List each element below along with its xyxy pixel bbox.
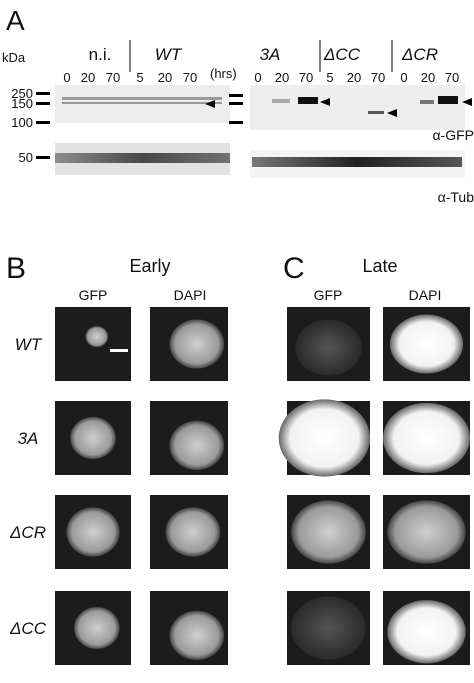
group-label: n.i.: [89, 45, 112, 64]
group-label: WT: [155, 45, 183, 64]
separators: [129, 40, 393, 72]
group-label: ΔCR: [401, 45, 438, 64]
lane-label: 20: [158, 70, 172, 85]
nucleus: [70, 416, 116, 460]
lane-label: 5: [326, 70, 333, 85]
panel-label: A: [6, 5, 25, 36]
panel-label: B: [6, 252, 26, 285]
lane-label: 0: [63, 70, 70, 85]
lane-label: 70: [299, 70, 313, 85]
nucleus: [291, 596, 366, 660]
nucleus: [387, 600, 466, 664]
lane-label: 20: [275, 70, 289, 85]
nucleus: [85, 326, 109, 348]
marker-label: 50: [19, 150, 33, 165]
group-label: ΔCC: [323, 45, 361, 64]
blot-gfp-right: [250, 85, 465, 130]
panel-title: Late: [362, 256, 397, 276]
nucleus: [169, 319, 225, 369]
antibody: α-Tub: [438, 189, 474, 205]
lane-label: 20: [81, 70, 95, 85]
nucleus: [278, 399, 370, 477]
row-label: ΔCC: [9, 619, 47, 638]
scale-bar: [110, 349, 128, 352]
marker-label: 150: [11, 96, 33, 111]
column-label: DAPI: [409, 287, 442, 303]
lane-label: 5: [136, 70, 143, 85]
antibody: α-GFP: [432, 127, 474, 143]
column-label: GFP: [314, 287, 343, 303]
row-label: WT: [15, 335, 43, 354]
nucleus: [165, 507, 221, 557]
lane-label: 0: [400, 70, 407, 85]
marker-label: 250: [11, 86, 33, 101]
lane-label: 70: [445, 70, 459, 85]
marker-label: 100: [11, 115, 33, 130]
nucleus: [291, 500, 366, 564]
nucleus: [169, 420, 225, 471]
nucleus: [295, 319, 362, 376]
nucleus: [169, 610, 225, 661]
nucleus: [74, 606, 120, 650]
lane-label: 70: [371, 70, 385, 85]
unit: kDa: [2, 50, 26, 65]
lane-label: 70: [106, 70, 120, 85]
column-label: GFP: [79, 287, 108, 303]
group-label: 3A: [260, 45, 281, 64]
lane-label: 20: [421, 70, 435, 85]
nucleus: [383, 402, 470, 474]
panel-label: C: [283, 252, 305, 285]
markers: [36, 92, 472, 159]
bands: [62, 96, 458, 114]
nucleus: [387, 500, 466, 564]
lane-label: 0: [254, 70, 261, 85]
band: [252, 157, 462, 167]
panel-title: Early: [129, 256, 170, 276]
time-unit: (hrs): [210, 66, 237, 81]
nucleus: [389, 314, 464, 374]
lane-label: 70: [183, 70, 197, 85]
band: [55, 153, 230, 163]
row-label: 3A: [18, 429, 39, 448]
column-label: DAPI: [174, 287, 207, 303]
nucleus: [66, 507, 120, 557]
lane-label: 20: [347, 70, 361, 85]
row-label: ΔCR: [9, 523, 46, 542]
